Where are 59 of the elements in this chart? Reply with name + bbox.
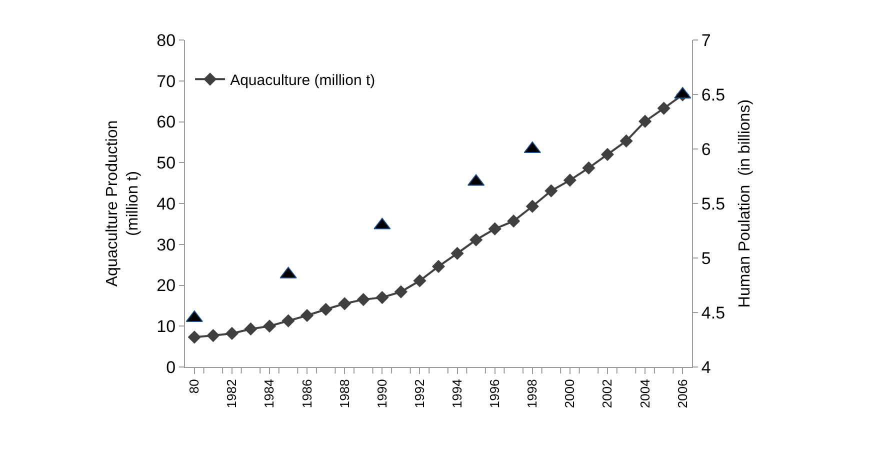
y-tick-label: 20 bbox=[156, 276, 176, 296]
point bbox=[526, 200, 539, 213]
point bbox=[507, 214, 520, 228]
x-tick-label: 2002 bbox=[600, 379, 615, 408]
point bbox=[394, 285, 408, 298]
point bbox=[432, 260, 445, 273]
x-tick-label: 1994 bbox=[450, 379, 465, 408]
legend-label: Aquaculture (million t) bbox=[230, 72, 376, 89]
point bbox=[188, 330, 201, 344]
x-tick-label: 1982 bbox=[224, 379, 240, 408]
y2-tick-label: 6 bbox=[701, 140, 711, 159]
point bbox=[206, 329, 220, 342]
point bbox=[338, 297, 351, 310]
point bbox=[300, 309, 314, 322]
point bbox=[657, 102, 670, 115]
x-tick-label: 80 bbox=[186, 379, 202, 394]
y-tick-label: 40 bbox=[156, 194, 176, 214]
point bbox=[470, 234, 482, 246]
y2-tick-label: 4 bbox=[701, 358, 711, 377]
x-tick-label: 2000 bbox=[562, 379, 578, 408]
y-tick-label: 70 bbox=[156, 72, 176, 91]
x-tick-label: 1986 bbox=[299, 379, 314, 408]
point bbox=[413, 274, 426, 288]
y-tick-label: 10 bbox=[156, 317, 176, 336]
y2-tick-label: 6.5 bbox=[701, 85, 726, 104]
y-tick-label: 0 bbox=[166, 358, 176, 377]
point bbox=[282, 314, 295, 328]
y2-tick-label: 5 bbox=[701, 248, 711, 268]
point bbox=[601, 148, 614, 161]
x-tick-label: 1990 bbox=[374, 379, 390, 408]
point bbox=[244, 322, 258, 336]
point bbox=[226, 327, 238, 340]
point bbox=[376, 291, 389, 304]
x-tick-label: 1996 bbox=[487, 379, 502, 408]
y2-tick-label: 7 bbox=[701, 30, 711, 50]
y-axis-title: Aquaculture Production (million t) bbox=[104, 120, 142, 287]
x-tick-label: 1988 bbox=[336, 379, 352, 408]
point bbox=[319, 303, 332, 316]
point bbox=[488, 222, 502, 236]
x-tick-label: 1984 bbox=[262, 379, 277, 408]
point bbox=[638, 114, 652, 128]
y-tick-label: 80 bbox=[156, 30, 176, 50]
point bbox=[620, 134, 633, 148]
point bbox=[582, 162, 596, 174]
x-tick-label: 2004 bbox=[637, 379, 652, 408]
point bbox=[263, 320, 276, 332]
y2-tick-label: 5.5 bbox=[701, 194, 726, 214]
point bbox=[450, 247, 464, 260]
y-tick-label: 60 bbox=[156, 112, 176, 132]
point bbox=[544, 184, 558, 198]
y2-tick-label: 4.5 bbox=[701, 303, 726, 322]
y-tick-label: 30 bbox=[156, 235, 176, 254]
x-tick-label: 2006 bbox=[674, 379, 690, 408]
x-tick-label: 1992 bbox=[412, 379, 427, 408]
x-tick-label: 1998 bbox=[524, 379, 540, 408]
point bbox=[357, 293, 370, 306]
point bbox=[564, 174, 576, 187]
y2-axis-title: Human Poulation (in billions) bbox=[736, 99, 754, 308]
y-tick-label: 50 bbox=[156, 154, 176, 173]
